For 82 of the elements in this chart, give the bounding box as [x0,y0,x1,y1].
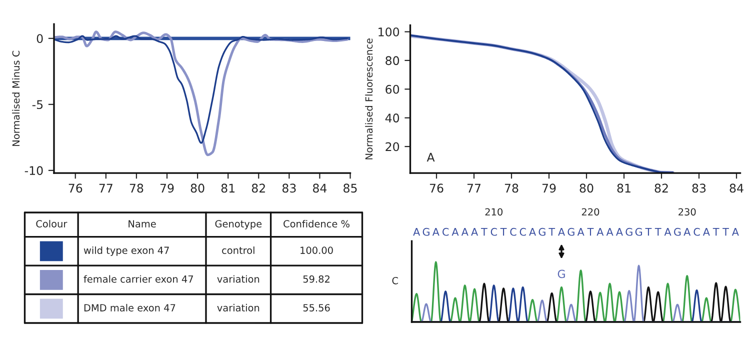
x-tick-label: 83 [282,184,296,193]
text: A [529,228,536,236]
text: G [568,228,574,236]
text: control [222,246,254,254]
text: C [490,228,497,236]
text: A [471,228,478,236]
y-axis-title: Normalised Minus C [12,50,20,146]
text: T [481,228,488,236]
text: A [558,228,565,236]
text: A [577,228,584,236]
text: variation [217,275,260,283]
text: A [452,228,459,236]
text: 100.00 [300,246,333,254]
text: T [712,228,720,236]
y-tick-label: 40 [385,114,400,122]
text: A [596,228,604,236]
x-tick-label: 77 [467,184,480,192]
text: 59.82 [303,275,330,283]
text: Genotype [215,220,262,230]
text: C [442,228,449,236]
x-tick-label: 81 [221,184,235,193]
text: A [732,228,739,236]
x-tick-label: 84 [313,184,327,193]
text: T [645,228,652,236]
x-tick-label: 82 [654,184,668,193]
text: C [520,228,526,236]
x-tick-label: 79 [160,184,174,193]
text: G [422,228,430,236]
y-axis-title: Normalised Fluorescence [365,38,373,160]
y-tick-label: 0 [36,34,43,44]
text: wild type exon 47 [84,246,169,256]
x-tick-label: 80 [580,184,594,193]
x-tick-label: 84 [730,184,744,193]
x-tick-label: 83 [692,184,706,193]
text: 55.56 [303,304,330,312]
x-tick-label: 81 [617,184,630,193]
x-tick-label: 230 [678,208,696,216]
text: G [674,228,681,236]
text: female carrier exon 47 [84,275,193,283]
text: A [616,228,623,236]
text: variation [217,304,260,312]
text: T [654,228,662,236]
x-tick-label: 220 [582,208,600,216]
x-tick-label: 210 [485,208,503,216]
x-tick-label: 76 [430,184,444,193]
x-tick-label: 80 [190,184,204,193]
text: G [635,228,642,236]
text: T [722,228,729,236]
x-tick-label: 77 [99,184,112,192]
text: A [413,228,420,236]
text: T [548,228,556,236]
annotation: G [558,270,565,278]
text: A [702,228,710,236]
text: G [626,228,632,236]
text: A [684,228,691,236]
text: G [538,228,546,236]
y-tick-label: 20 [386,142,400,152]
text: DMD male exon 47 [84,304,176,312]
y-tick-label: -10 [24,166,43,176]
x-tick-label: 82 [252,184,265,193]
text: Confidence % [284,220,350,228]
text: T [587,228,594,236]
text: T [500,228,507,236]
text: A [606,228,614,236]
y-axis-title: C [392,276,398,284]
x-tick-label: 78 [504,184,518,193]
x-tick-label: 85 [344,184,357,193]
x-tick-label: 78 [130,184,144,193]
x-tick-label: 76 [68,184,82,193]
text: A [432,228,440,236]
text: C [510,228,516,236]
annotation: A [426,152,435,162]
y-tick-label: -5 [32,100,43,110]
x-tick-label: 79 [542,184,556,193]
y-tick-label: 100 [378,27,400,36]
text: A [461,228,468,236]
y-tick-label: 80 [386,56,400,66]
text: C [694,228,700,236]
text: A [664,228,672,236]
text: Colour [36,220,68,228]
y-tick-label: 60 [386,84,400,94]
text: Name [128,220,156,228]
